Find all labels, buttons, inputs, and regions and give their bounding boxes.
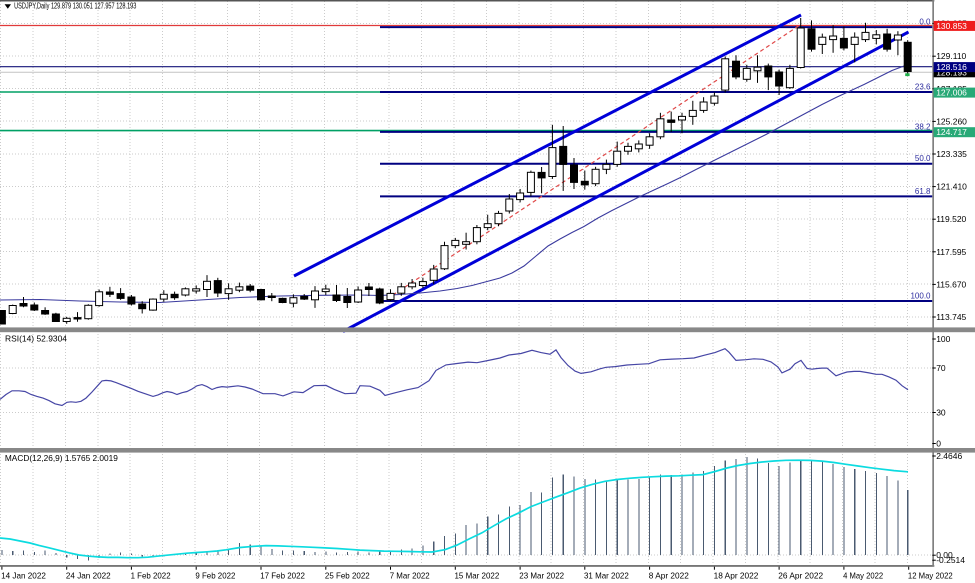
svg-text:23.6: 23.6 xyxy=(915,83,931,92)
svg-text:100.0: 100.0 xyxy=(910,292,931,301)
svg-text:117.595: 117.595 xyxy=(936,247,966,257)
svg-text:7 Mar 2022: 7 Mar 2022 xyxy=(390,571,430,581)
svg-text:121.410: 121.410 xyxy=(936,182,967,192)
svg-text:123.335: 123.335 xyxy=(936,149,967,159)
svg-text:129.110: 129.110 xyxy=(936,51,966,61)
svg-text:15 Mar 2022: 15 Mar 2022 xyxy=(455,571,500,581)
svg-text:23 Mar 2022: 23 Mar 2022 xyxy=(519,571,564,581)
svg-text:31 Mar 2022: 31 Mar 2022 xyxy=(584,571,629,581)
svg-text:130.853: 130.853 xyxy=(936,21,967,31)
svg-text:USDJPY,Daily 129.879 130.051: USDJPY,Daily 129.879 130.051 127.957 128… xyxy=(14,1,136,11)
svg-text:70: 70 xyxy=(936,363,946,373)
svg-text:30: 30 xyxy=(936,408,946,418)
svg-text:18 Apr 2022: 18 Apr 2022 xyxy=(714,571,759,581)
svg-text:17 Feb 2022: 17 Feb 2022 xyxy=(260,571,305,581)
svg-text:12 May 2022: 12 May 2022 xyxy=(908,571,953,581)
svg-text:0.0: 0.0 xyxy=(919,18,931,27)
svg-text:26 Apr 2022: 26 Apr 2022 xyxy=(778,571,823,581)
svg-text:100: 100 xyxy=(936,334,950,344)
svg-text:24 Jan 2022: 24 Jan 2022 xyxy=(66,571,111,581)
svg-text:125.260: 125.260 xyxy=(936,116,967,126)
svg-text:14 Jan 2022: 14 Jan 2022 xyxy=(1,571,46,581)
svg-text:9 Feb 2022: 9 Feb 2022 xyxy=(195,571,235,581)
svg-text:8 Apr 2022: 8 Apr 2022 xyxy=(649,571,689,581)
svg-text:61.8: 61.8 xyxy=(915,187,931,196)
svg-text:115.670: 115.670 xyxy=(936,279,966,289)
svg-text:0: 0 xyxy=(936,439,941,449)
svg-text:4 May 2022: 4 May 2022 xyxy=(843,571,883,581)
svg-text:127.006: 127.006 xyxy=(936,88,967,98)
svg-text:1 Feb 2022: 1 Feb 2022 xyxy=(131,571,171,581)
svg-text:128.193: 128.193 xyxy=(936,67,967,77)
svg-text:38.2: 38.2 xyxy=(915,122,931,131)
svg-text:MACD(12,26,9) 1.5765 2.0019: MACD(12,26,9) 1.5765 2.0019 xyxy=(5,453,118,463)
svg-text:2.4646: 2.4646 xyxy=(936,451,962,461)
svg-text:-0.2514: -0.2514 xyxy=(936,555,965,565)
svg-text:50.0: 50.0 xyxy=(915,154,931,163)
svg-text:124.717: 124.717 xyxy=(936,127,967,137)
svg-text:113.745: 113.745 xyxy=(936,312,966,322)
svg-text:0.00: 0.00 xyxy=(936,550,953,560)
svg-text:119.520: 119.520 xyxy=(936,214,966,224)
svg-text:128.516: 128.516 xyxy=(936,62,967,72)
svg-text:RSI(14) 52.9304: RSI(14) 52.9304 xyxy=(5,333,67,343)
svg-text:25 Feb 2022: 25 Feb 2022 xyxy=(325,571,370,581)
